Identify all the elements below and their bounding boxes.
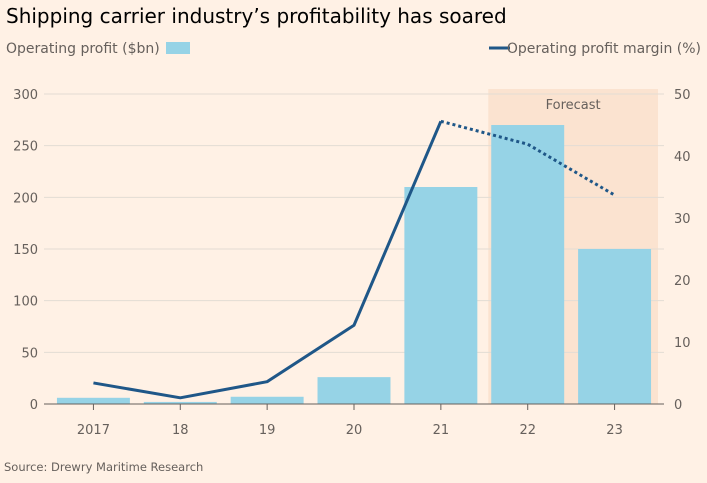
y-tick-label: 250	[13, 140, 38, 155]
y-tick-label: 100	[13, 295, 38, 310]
y-tick-label: 50	[21, 346, 38, 361]
forecast-label: Forecast	[546, 98, 601, 113]
bar-2017	[56, 397, 130, 404]
bar-19	[230, 396, 304, 404]
y2-tick-label: 20	[674, 274, 691, 289]
chart-title: Shipping carrier industry’s profitabilit…	[6, 4, 507, 28]
x-tick-label: 22	[519, 423, 536, 438]
bar-23	[578, 249, 652, 404]
y-tick-label: 300	[13, 88, 38, 103]
chart-source: Source: Drewry Maritime Research	[4, 460, 203, 474]
y-tick-label: 200	[13, 191, 38, 206]
x-tick-label: 20	[346, 423, 363, 438]
bar-22	[491, 125, 565, 404]
margin-line-forecast	[440, 119, 616, 197]
margin-line-actual	[93, 120, 443, 400]
x-tick-label: 2017	[77, 423, 110, 438]
bar-21	[404, 187, 478, 404]
legend-bar-label: Operating profit ($bn)	[6, 41, 160, 57]
y2-tick-label: 0	[674, 398, 682, 413]
y2-tick-label: 40	[674, 150, 691, 165]
x-tick-label: 23	[606, 423, 623, 438]
y2-tick-label: 50	[674, 88, 691, 103]
bar-20	[317, 377, 391, 404]
legend-bar-swatch	[166, 42, 190, 54]
y2-tick-label: 30	[674, 212, 691, 227]
y-tick-label: 0	[30, 398, 38, 413]
x-tick-label: 18	[172, 423, 189, 438]
legend-line-label: Operating profit margin (%)	[507, 41, 701, 57]
y2-tick-label: 10	[674, 336, 691, 351]
x-tick-label: 19	[259, 423, 276, 438]
y-tick-label: 150	[13, 243, 38, 258]
x-tick-label: 21	[433, 423, 450, 438]
bar-18	[143, 401, 217, 404]
